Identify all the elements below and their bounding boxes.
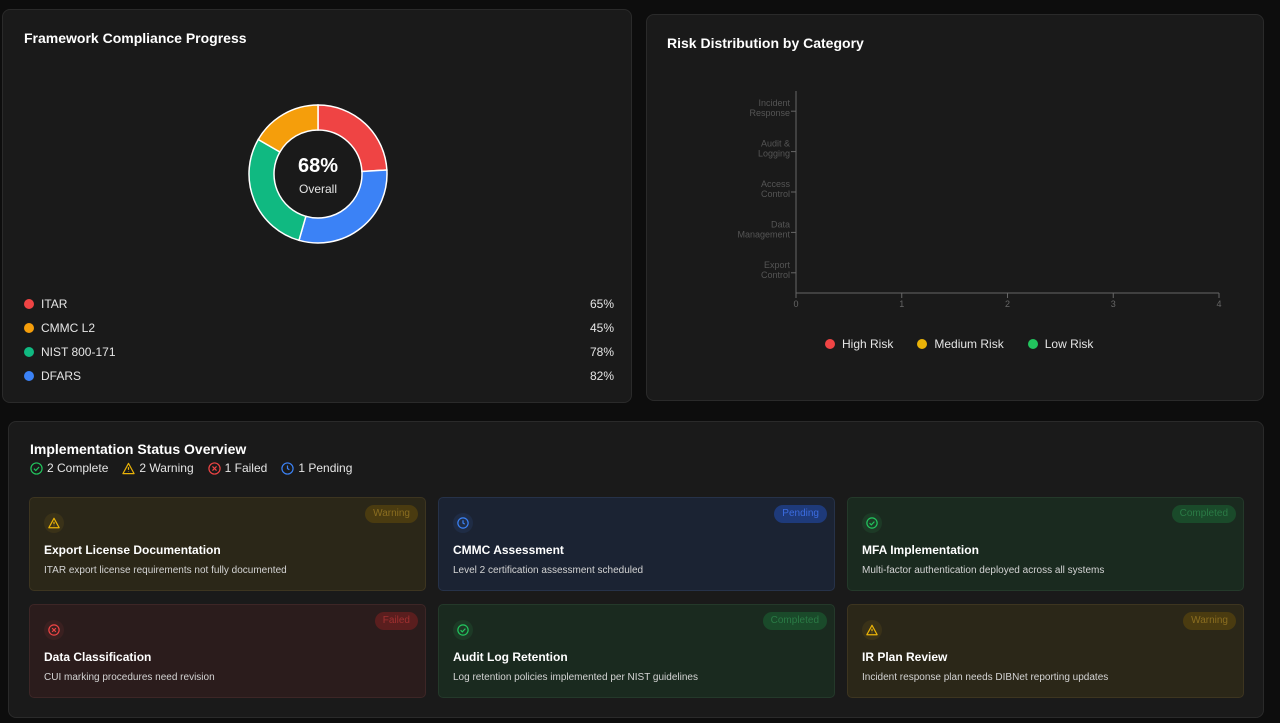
check-circle-icon bbox=[30, 461, 43, 475]
compliance-legend: ITAR 65% CMMC L2 45% NIST 800-171 78% DF… bbox=[24, 296, 614, 392]
legend-name: DFARS bbox=[41, 369, 82, 383]
donut-center: 68% Overall bbox=[248, 155, 388, 196]
clock-icon bbox=[281, 461, 295, 475]
tile-description: Incident response plan needs DIBNet repo… bbox=[862, 672, 1109, 683]
status-badge: Warning bbox=[365, 505, 418, 523]
compliance-donut-chart bbox=[248, 104, 388, 244]
tile-title: MFA Implementation bbox=[862, 543, 979, 557]
status-tile-mfa-implementation[interactable]: Completed MFA Implementation Multi-facto… bbox=[847, 497, 1244, 591]
status-badge: Warning bbox=[1183, 612, 1236, 630]
status-summary: 2 Complete 2 Warning 1 Failed 1 Pending bbox=[30, 461, 352, 475]
y-tick-label: Export Control bbox=[761, 260, 791, 280]
x-tick-label: 4 bbox=[1216, 299, 1221, 309]
status-tile-ir-plan-review[interactable]: Warning IR Plan Review Incident response… bbox=[847, 604, 1244, 698]
legend-value: 78% bbox=[589, 345, 614, 359]
x-tick-label: 2 bbox=[1005, 299, 1010, 309]
legend-item-medium-risk[interactable]: Medium Risk bbox=[917, 337, 1004, 351]
donut-slice-cmmc-l2[interactable] bbox=[257, 104, 319, 154]
legend-dot bbox=[24, 323, 34, 333]
legend-item-itar: ITAR 65% bbox=[24, 296, 614, 320]
legend-item-nist: NIST 800-171 78% bbox=[24, 344, 614, 368]
legend-dot bbox=[1027, 339, 1038, 349]
tile-title: CMMC Assessment bbox=[453, 543, 564, 557]
status-tile-export-license[interactable]: Warning Export License Documentation ITA… bbox=[29, 497, 426, 591]
tile-title: Data Classification bbox=[44, 650, 152, 664]
legend-item-high-risk[interactable]: High Risk bbox=[825, 337, 893, 351]
legend-label: High Risk bbox=[842, 337, 894, 351]
legend-name: ITAR bbox=[41, 297, 68, 311]
warning-triangle-icon bbox=[122, 462, 136, 474]
compliance-card: Framework Compliance Progress 68% Overal… bbox=[2, 9, 632, 403]
summary-label: 2 Warning bbox=[139, 461, 194, 475]
tile-description: CUI marking procedures need revision bbox=[44, 672, 215, 683]
clock-icon bbox=[453, 513, 473, 533]
legend-value: 65% bbox=[589, 297, 614, 311]
summary-warning: 2 Warning bbox=[122, 461, 194, 475]
legend-dot bbox=[825, 339, 835, 349]
tile-title: IR Plan Review bbox=[862, 650, 948, 664]
y-tick-label: Access Control bbox=[761, 179, 791, 199]
x-circle-icon bbox=[207, 461, 221, 475]
legend-name: CMMC L2 bbox=[41, 321, 96, 335]
summary-label: 1 Pending bbox=[298, 461, 353, 475]
legend-item-cmmc: CMMC L2 45% bbox=[24, 320, 614, 344]
tile-description: Multi-factor authentication deployed acr… bbox=[862, 565, 1105, 576]
compliance-title: Framework Compliance Progress bbox=[24, 30, 247, 46]
risk-bar-chart: 0 1 2 3 4 Incident Response Audit & Logging Acces… bbox=[737, 91, 1222, 309]
warning-triangle-icon bbox=[44, 513, 64, 533]
legend-dot bbox=[24, 299, 34, 309]
status-badge: Pending bbox=[774, 505, 827, 523]
status-badge: Completed bbox=[762, 612, 827, 630]
risk-card: Risk Distribution by Category 0 1 2 3 4 Incid… bbox=[646, 14, 1264, 401]
x-tick-label: 1 bbox=[899, 299, 904, 309]
legend-value: 82% bbox=[589, 369, 614, 383]
summary-pending: 1 Pending bbox=[281, 461, 352, 475]
x-tick-label: 0 bbox=[793, 299, 798, 309]
risk-title: Risk Distribution by Category bbox=[667, 35, 864, 51]
summary-complete: 2 Complete bbox=[30, 461, 108, 475]
legend-item-low-risk[interactable]: Low Risk bbox=[1027, 337, 1094, 351]
tile-title: Export License Documentation bbox=[44, 543, 221, 557]
tile-title: Audit Log Retention bbox=[453, 650, 568, 664]
legend-item-dfars: DFARS 82% bbox=[24, 368, 614, 392]
x-tick-label: 3 bbox=[1111, 299, 1116, 309]
warning-triangle-icon bbox=[862, 620, 882, 640]
y-tick-label: Incident Response bbox=[749, 98, 790, 118]
implementation-title: Implementation Status Overview bbox=[30, 441, 247, 457]
tile-description: Log retention policies implemented per N… bbox=[453, 672, 698, 683]
tile-description: Level 2 certification assessment schedul… bbox=[453, 565, 644, 576]
status-badge: Failed bbox=[374, 612, 418, 630]
y-tick-label: Data Management bbox=[737, 219, 790, 239]
risk-legend: High Risk Medium Risk Low Risk bbox=[825, 337, 1093, 351]
legend-dot bbox=[917, 339, 928, 349]
status-tile-data-classification[interactable]: Failed Data Classification CUI marking p… bbox=[29, 604, 426, 698]
legend-value: 45% bbox=[589, 321, 614, 335]
legend-label: Low Risk bbox=[1044, 337, 1094, 351]
x-circle-icon bbox=[44, 620, 64, 640]
summary-failed: 1 Failed bbox=[207, 461, 268, 475]
overall-label: Overall bbox=[298, 182, 337, 196]
status-badge: Completed bbox=[1171, 505, 1236, 523]
summary-label: 1 Failed bbox=[224, 461, 268, 475]
implementation-card: Implementation Status Overview 2 Complet… bbox=[8, 421, 1264, 718]
y-tick-label: Audit & Logging bbox=[758, 139, 790, 159]
status-tile-audit-log-retention[interactable]: Completed Audit Log Retention Log retent… bbox=[438, 604, 835, 698]
summary-label: 2 Complete bbox=[47, 461, 109, 475]
status-tile-cmmc-assessment[interactable]: Pending CMMC Assessment Level 2 certific… bbox=[438, 497, 835, 591]
check-circle-icon bbox=[453, 620, 473, 640]
legend-dot bbox=[24, 371, 34, 381]
legend-label: Medium Risk bbox=[934, 337, 1004, 351]
check-circle-icon bbox=[862, 513, 882, 533]
legend-name: NIST 800-171 bbox=[41, 345, 116, 359]
legend-dot bbox=[24, 347, 34, 357]
overall-percent: 68% bbox=[297, 155, 339, 177]
tile-description: ITAR export license requirements not ful… bbox=[44, 565, 287, 576]
